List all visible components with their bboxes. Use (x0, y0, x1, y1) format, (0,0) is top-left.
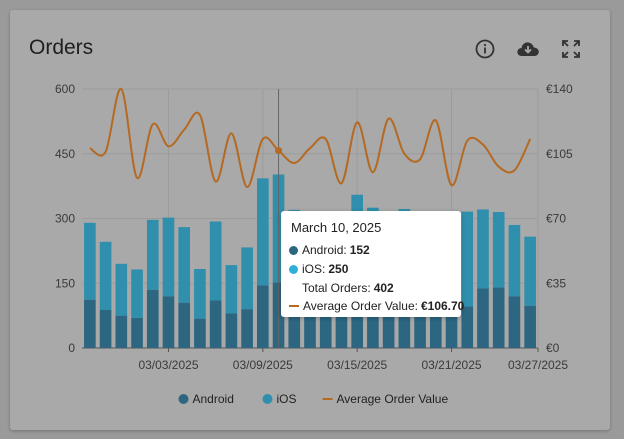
ios-dot-icon (289, 264, 298, 274)
bar-android[interactable] (99, 310, 112, 348)
y-left-tick-label: 450 (55, 147, 75, 161)
bar-android[interactable] (382, 305, 395, 348)
tooltip-ios-value: 250 (328, 262, 349, 276)
bar-android[interactable] (194, 318, 206, 348)
bar-android[interactable] (335, 308, 348, 348)
legend-item-label[interactable]: iOS (277, 392, 297, 406)
aov-hover-point[interactable] (275, 147, 283, 155)
tooltip-aov-row: Average Order Value: €106.70 (289, 299, 464, 313)
tooltip-aov-value: €106.70 (420, 299, 465, 313)
bar-ios[interactable] (225, 265, 238, 314)
bar-ios[interactable] (194, 269, 206, 319)
bar-android[interactable] (508, 296, 521, 348)
bar-android[interactable] (209, 300, 222, 348)
bar-android[interactable] (146, 289, 159, 348)
tooltip-android-value: 152 (349, 243, 370, 257)
tooltip-total-value: 402 (373, 281, 394, 295)
x-tick-label: 03/15/2025 (327, 358, 387, 372)
tooltip-aov-label: Average Order Value: (303, 299, 418, 313)
fullscreen-icon[interactable] (559, 37, 583, 61)
bar-ios[interactable] (99, 241, 112, 311)
y-left-tick-label: 150 (55, 276, 75, 290)
x-tick-label: 03/27/2025 (508, 358, 568, 372)
card-title: Orders (29, 36, 94, 59)
bar-ios[interactable] (477, 209, 489, 289)
bar-ios[interactable] (84, 222, 96, 300)
bar-android[interactable] (131, 317, 143, 348)
tooltip-total-row: Total Orders: 402 (289, 281, 394, 295)
bar-ios[interactable] (524, 236, 536, 306)
bar-ios[interactable] (146, 219, 159, 290)
bar-android[interactable] (178, 302, 191, 348)
legend-item-label[interactable]: Average Order Value (337, 392, 449, 406)
bar-ios[interactable] (162, 217, 175, 297)
bar-android[interactable] (162, 296, 175, 348)
android-dot-icon (289, 245, 298, 255)
y-right-tick-label: €105 (546, 147, 573, 161)
bar-android[interactable] (288, 300, 301, 348)
tooltip-date: March 10, 2025 (291, 220, 382, 235)
bar-ios[interactable] (492, 212, 505, 288)
bar-android[interactable] (445, 309, 458, 348)
bar-android[interactable] (351, 302, 363, 348)
bar-android[interactable] (477, 288, 489, 348)
bar-android[interactable] (414, 308, 426, 348)
bar-ios[interactable] (115, 263, 128, 316)
bar-android[interactable] (492, 287, 505, 348)
y-right-tick-label: €140 (546, 82, 573, 96)
tooltip-ios-label: iOS: (302, 262, 326, 276)
bar-android[interactable] (461, 306, 474, 348)
bar-android[interactable] (367, 296, 379, 348)
tooltip-ios-row: iOS: 250 (289, 262, 348, 276)
x-tick-label: 03/09/2025 (233, 358, 293, 372)
info-icon[interactable] (473, 37, 497, 61)
y-left-tick-label: 0 (68, 341, 75, 355)
tooltip-total-label: Total Orders: (302, 281, 371, 295)
x-tick-label: 03/03/2025 (138, 358, 198, 372)
aov-line-icon (289, 305, 299, 307)
cloud-download-icon[interactable] (516, 37, 540, 61)
y-left-tick-label: 300 (55, 212, 75, 226)
legend-marker-icon (262, 394, 273, 404)
legend-marker-icon (178, 394, 189, 404)
y-left-tick-label: 600 (55, 82, 75, 96)
bar-ios[interactable] (461, 211, 474, 307)
bar-ios[interactable] (131, 269, 143, 318)
bar-android[interactable] (84, 299, 96, 348)
y-right-tick-label: €70 (546, 212, 566, 226)
legend-item-label[interactable]: Android (193, 392, 234, 406)
bar-android[interactable] (115, 315, 128, 348)
bar-ios[interactable] (508, 224, 521, 297)
aov-line[interactable] (89, 87, 532, 189)
bar-android[interactable] (319, 306, 332, 348)
bar-android[interactable] (304, 304, 316, 348)
bar-android[interactable] (398, 297, 411, 348)
x-tick-label: 03/21/2025 (421, 358, 481, 372)
bar-ios[interactable] (241, 247, 253, 310)
bar-android[interactable] (524, 305, 536, 348)
bar-ios[interactable] (257, 178, 269, 286)
y-right-tick-label: €0 (546, 341, 560, 355)
bar-android[interactable] (429, 303, 442, 348)
tooltip-android-label: Android: (302, 243, 347, 257)
bar-android[interactable] (257, 285, 269, 348)
bar-android[interactable] (241, 309, 253, 348)
tooltip-android-row: Android: 152 (289, 243, 370, 257)
chart-tooltip: March 10, 2025 Android: 152 iOS: 250 Tot… (281, 211, 464, 317)
y-right-tick-label: €35 (546, 276, 566, 290)
bar-ios[interactable] (209, 221, 222, 301)
bar-ios[interactable] (178, 227, 191, 303)
bar-android[interactable] (225, 313, 238, 348)
